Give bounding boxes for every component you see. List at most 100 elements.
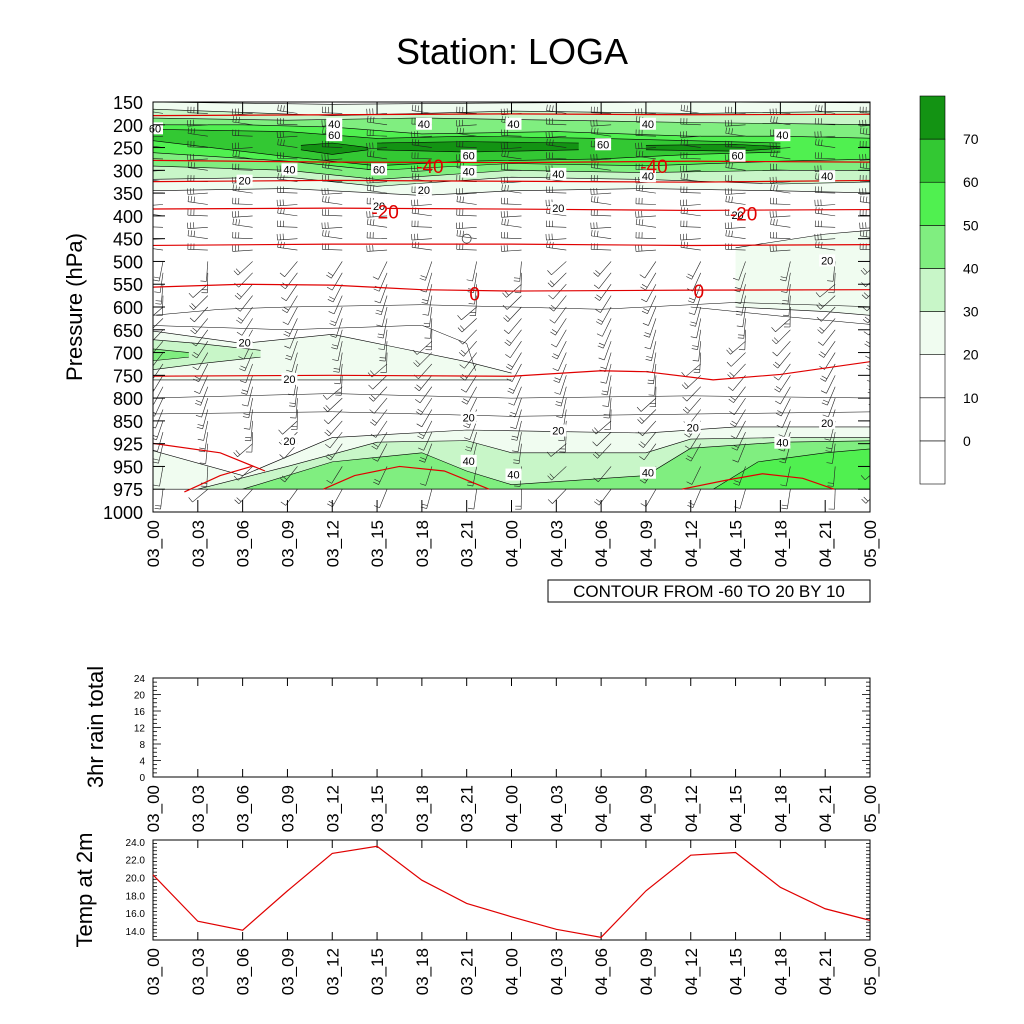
wind-barb-feather — [508, 402, 515, 406]
wind-barb — [831, 432, 836, 452]
wind-barb-feather — [862, 230, 865, 237]
wind-speed-contour-label: 40 — [776, 130, 788, 142]
wind-barb-feather — [594, 427, 599, 433]
wind-barb-feather — [862, 127, 865, 134]
wind-barb-feather — [819, 327, 825, 332]
wind-barb-feather — [148, 389, 153, 392]
wind-barb-feather — [233, 270, 239, 276]
wind-barb — [159, 466, 164, 487]
wind-barb — [591, 192, 612, 195]
wind-barb — [507, 306, 522, 322]
wind-barb — [649, 318, 657, 338]
colorbar-box — [919, 95, 946, 140]
wind-barb-feather — [596, 230, 599, 237]
wind-barb-feather — [820, 390, 827, 394]
wind-barb-feather — [463, 398, 469, 402]
wind-barb-feather — [466, 279, 473, 282]
wind-barb — [322, 167, 343, 171]
time-tick-label: 03_06 — [234, 948, 253, 995]
wind-barb-feather — [194, 402, 201, 406]
wind-barb-feather — [187, 229, 190, 236]
wind-speed-contour-label: 20 — [731, 210, 743, 222]
time-axis-cross-section: 03_00 03_03 03_06 03_09 03_12 03_15 03_18 03_21… — [144, 102, 880, 567]
wind-speed-contour-label: 20 — [418, 185, 430, 197]
wind-barb — [725, 133, 746, 137]
wind-barb-feather — [286, 355, 293, 358]
wind-barb — [788, 295, 791, 316]
time-tick-label: 03_18 — [413, 948, 432, 995]
wind-barb — [597, 443, 612, 459]
wind-barb-feather — [635, 184, 638, 191]
wind-barb-feather — [692, 360, 699, 362]
wind-barb-feather — [644, 332, 651, 335]
wind-barb — [194, 306, 209, 323]
wind-barb — [367, 155, 388, 160]
pressure-tick-label: 950 — [113, 457, 143, 477]
wind-barb — [770, 181, 791, 184]
wind-barb — [878, 421, 880, 441]
wind-barb-feather — [553, 380, 560, 383]
wind-barb — [680, 144, 701, 148]
rain-y-tick-label: 8 — [139, 740, 145, 751]
wind-barb — [326, 386, 343, 400]
wind-barb-feather — [456, 229, 459, 236]
wind-barb-feather — [190, 127, 193, 134]
wind-barb — [232, 249, 253, 252]
wind-barb — [519, 261, 522, 282]
wind-speed-contour-label: 40 — [642, 119, 654, 131]
wind-barb-feather — [504, 341, 510, 346]
wind-barb — [823, 340, 836, 358]
temp-y-axis: 14.0 16.0 18.0 20.0 22.0 24.0 — [126, 838, 870, 938]
wind-barb-feather — [781, 507, 788, 510]
wind-barb — [738, 261, 746, 281]
wind-barb — [374, 409, 388, 426]
wind-barb — [596, 431, 612, 447]
wind-barb-feather — [776, 219, 778, 226]
wind-barb — [154, 397, 164, 417]
wind-barb-feather — [243, 413, 250, 416]
wind-barb-feather — [865, 367, 870, 371]
wind-barb-feather — [782, 300, 789, 302]
wind-barb-feather — [501, 150, 503, 157]
wind-barb-feather — [283, 333, 290, 337]
wind-barb — [284, 466, 298, 483]
wind-barb-feather — [602, 405, 609, 407]
wind-barb-feather — [638, 150, 641, 157]
wind-barb-feather — [411, 172, 414, 179]
wind-barb-feather — [283, 242, 285, 249]
wind-barb — [153, 318, 164, 329]
pressure-tick-label: 800 — [113, 389, 143, 409]
wind-barb — [328, 420, 343, 437]
wind-label-bg — [550, 167, 567, 180]
temperature-contour-line — [153, 179, 870, 183]
wind-barb-feather — [596, 333, 603, 337]
wind-barb — [501, 224, 522, 228]
wind-label-bg — [326, 117, 343, 130]
wind-barb-feather — [815, 292, 821, 298]
colorbar-box — [919, 181, 946, 226]
wind-barb-feather — [729, 372, 735, 377]
wind-barb-feather — [326, 429, 332, 434]
wind-barb-feather — [546, 104, 548, 111]
wind-barb-feather — [682, 409, 688, 414]
wind-barb-feather — [593, 196, 596, 203]
bl-20-band-edge — [153, 426, 870, 476]
wind-barb-feather — [153, 438, 157, 441]
wind-barb — [187, 167, 208, 171]
wind-barb — [693, 284, 702, 304]
wind-barb-feather — [420, 290, 427, 293]
time-tick-label: 03_12 — [323, 785, 342, 832]
wind-barb — [423, 432, 433, 451]
wind-barb-feather — [595, 270, 601, 275]
wind-barb-feather — [641, 219, 644, 226]
wind-barb — [153, 375, 164, 393]
wind-barb-feather — [284, 330, 291, 335]
wind-barb — [240, 306, 253, 324]
wind-barb — [636, 155, 656, 160]
wind-barb — [322, 146, 343, 148]
wind-barb-feather — [827, 280, 834, 282]
wind-barb-feather — [328, 162, 330, 169]
pressure-tick-label: 150 — [113, 93, 143, 113]
wind-barb-feather — [687, 273, 694, 277]
wind-barb — [770, 155, 791, 160]
